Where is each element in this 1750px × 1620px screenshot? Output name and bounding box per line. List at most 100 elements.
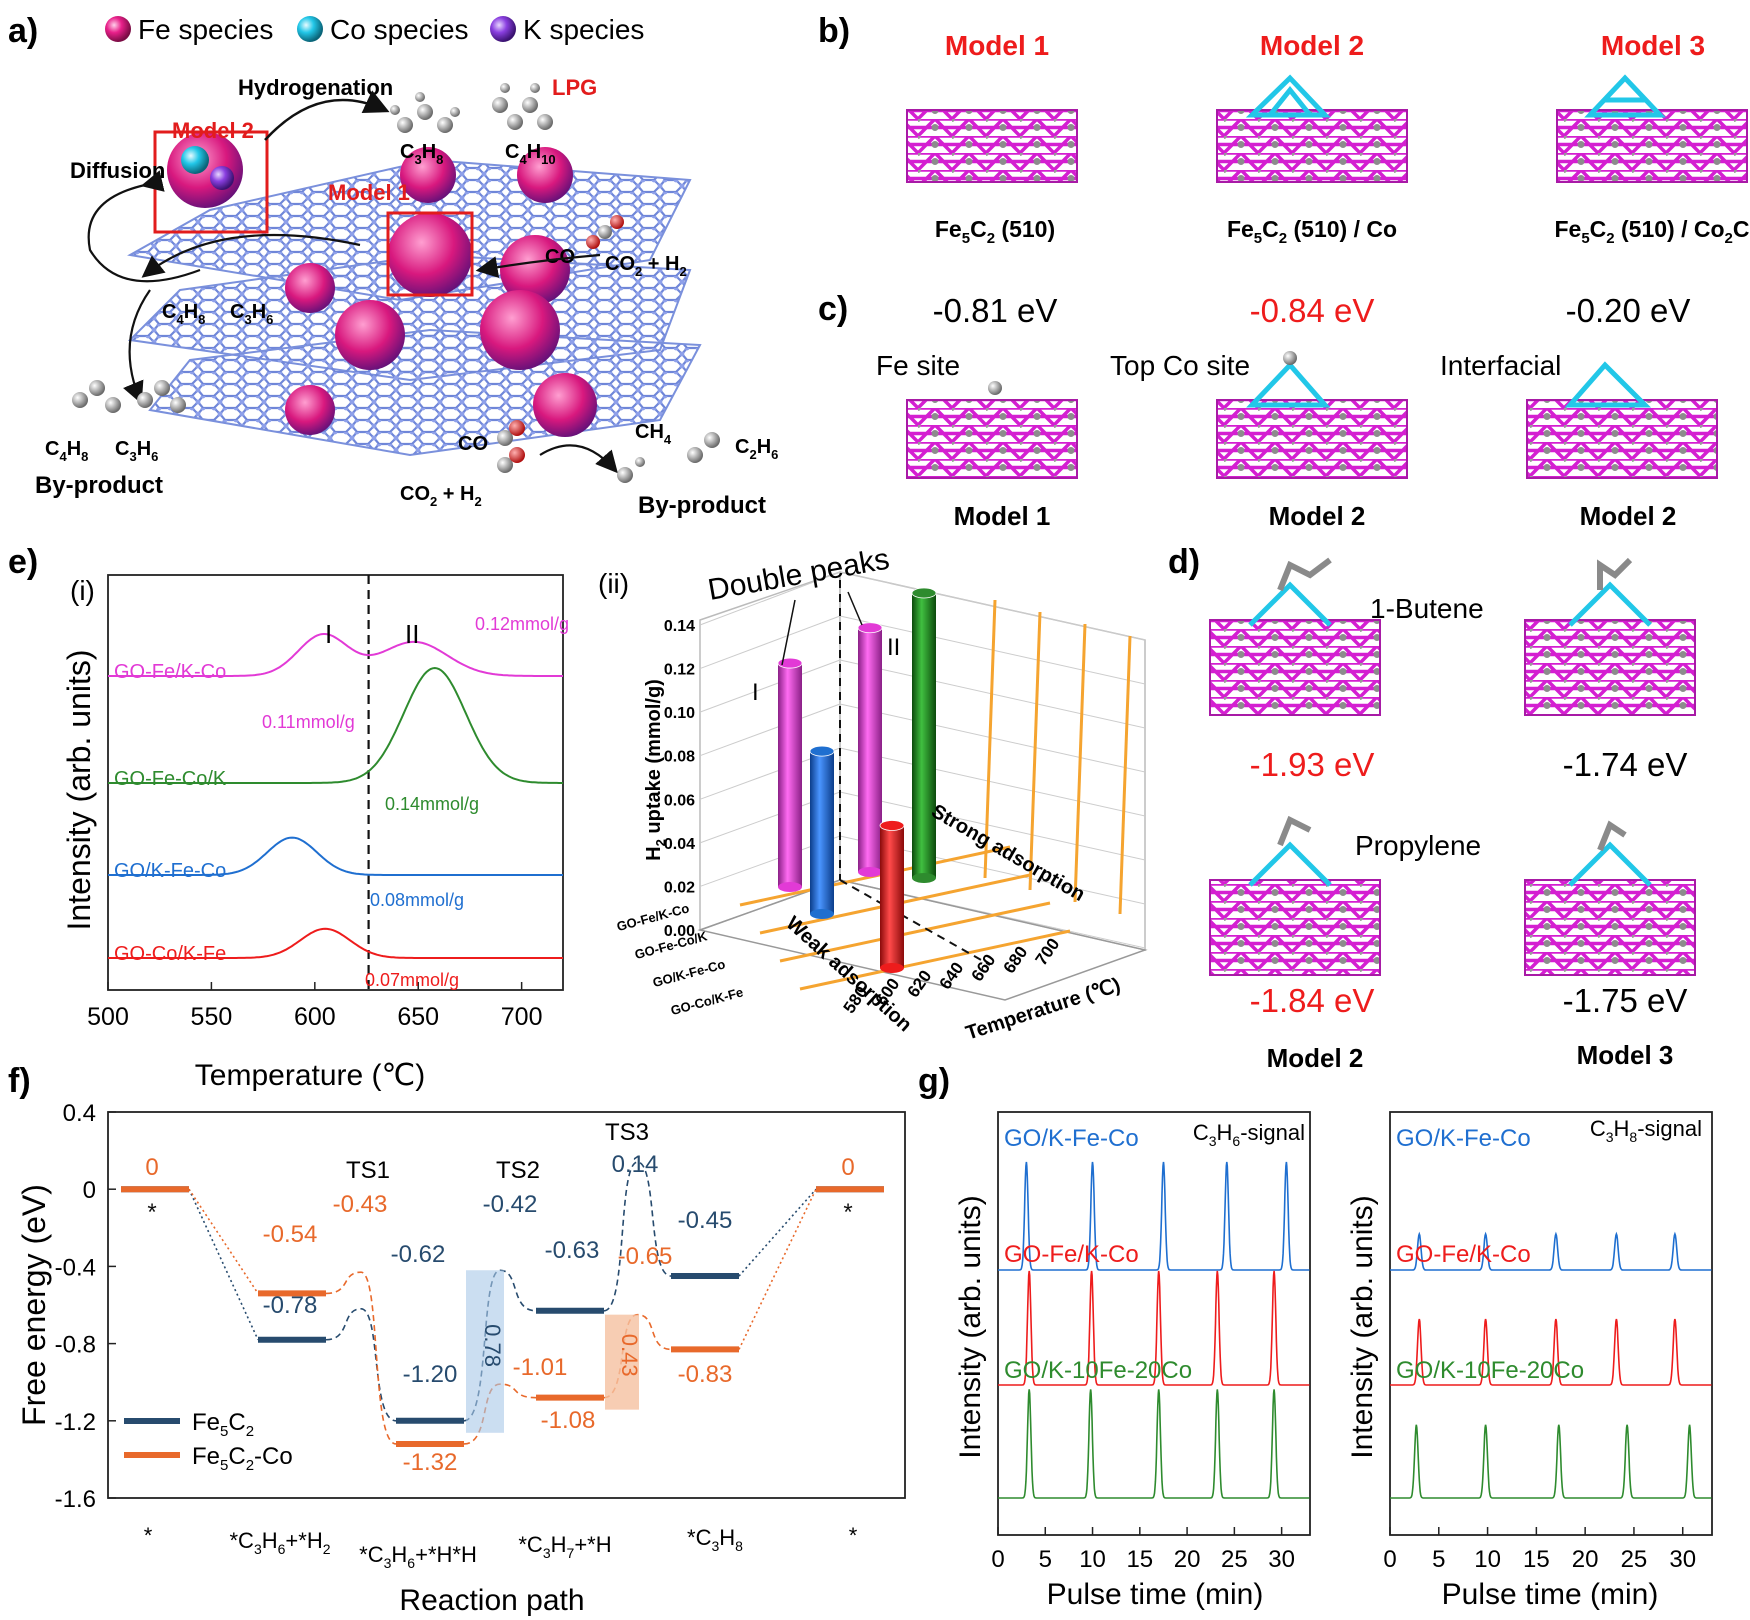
cluster-inner-left — [285, 263, 335, 313]
energy-connector — [603, 1161, 672, 1312]
pulse-x-tick-label: 5 — [1039, 1546, 1052, 1573]
sample-tick-label: GO-Co/K-Fe — [669, 984, 745, 1018]
reaction-step-label: *C3H6+*H*H — [359, 1542, 477, 1571]
pulse-trace — [998, 1270, 1310, 1386]
tpd-series-label: GO/K-Fe-Co — [114, 860, 226, 882]
grid-line-y — [839, 747, 1146, 817]
free-energy-axis-label: Free energy (eV) — [16, 1184, 52, 1426]
h2-uptake-bar-top — [879, 820, 905, 831]
tpd-x-tick-label: 500 — [87, 1003, 129, 1031]
energy-connector — [325, 1308, 397, 1422]
co-species-marker — [297, 16, 323, 42]
tpd-y-axis-label: Intensity (arb. units) — [61, 650, 97, 931]
byproduct-arrow-left — [123, 289, 151, 405]
floor-plane — [697, 879, 1148, 1001]
h2-uptake-bar-base — [810, 909, 834, 919]
panel-e: e) (i) 500 550 600 650 700 GO-Fe/K-Co 0.11mmo… — [8, 543, 1148, 1092]
temp-column-line — [983, 599, 997, 879]
grid-line-y — [839, 571, 1146, 641]
panel-a: a) Fe species Co species K species — [8, 12, 778, 519]
pulse-series-label: GO/K-Fe-Co — [1396, 1125, 1531, 1152]
h2-uptake-tick-label: 0.00 — [664, 923, 695, 940]
co2h2-label-a: CO2 + H2 — [605, 253, 687, 279]
cluster-top-right — [517, 147, 573, 203]
pulse-x-tick-label: 15 — [1126, 1546, 1153, 1573]
pulse-x-tick-label: 0 — [991, 1546, 1004, 1573]
co2-oxygen-atom — [610, 215, 624, 229]
panel-label-g: g) — [918, 1062, 950, 1100]
strong-adsorption-label: Strong adsorption — [928, 800, 1089, 906]
h2-uptake-bar — [912, 593, 936, 878]
co-arrow-label: CO — [545, 246, 575, 268]
tpd-uptake-annotation: 0.11mmol/g — [262, 712, 355, 732]
pulse-x-tick-label: 10 — [1079, 1546, 1106, 1573]
panel-label-f: f) — [8, 1062, 31, 1100]
energy-model1: -0.81 eV — [933, 292, 1058, 329]
energy-y-tick-label: -0.4 — [55, 1254, 96, 1281]
site-top-co: Top Co site — [1110, 350, 1250, 381]
byproduct-left: By-product — [35, 472, 163, 499]
h2-uptake-tick-label: 0.06 — [664, 792, 695, 809]
panel-label-d: d) — [1168, 543, 1200, 581]
grid-line-y — [839, 791, 1146, 861]
transition-state-label: TS3 — [605, 1119, 649, 1146]
temp-column-line — [1028, 611, 1042, 891]
hydrogenation-arrow — [264, 90, 390, 141]
energy-d-4: -1.75 eV — [1563, 982, 1688, 1019]
cluster-bottom-left — [285, 385, 335, 435]
slab-d-model3-propylene — [1524, 879, 1696, 976]
barrier-value-fe5c2: 0.78 — [480, 1324, 505, 1367]
tpd-series-label: GO-Fe-Co/K — [114, 768, 227, 790]
pulse-series-label: GO/K-10Fe-20Co — [1004, 1357, 1192, 1384]
co-carbon-atom — [497, 430, 513, 446]
sub-label-i: (i) — [70, 575, 95, 606]
caption-fe5c2: Fe5C2 (510) — [935, 216, 1055, 247]
pulse-x-tick-label: 0 — [1383, 1546, 1396, 1573]
tpd-x-tick-label: 700 — [501, 1003, 543, 1031]
c3h6-y-axis-label: Intensity (arb. units) — [954, 1195, 987, 1458]
legend-fe: Fe species — [138, 14, 273, 45]
co-overlayer-d1 — [1248, 581, 1332, 627]
h2-uptake-tick-label: 0.12 — [664, 662, 695, 679]
reaction-step-label: *C3H6+*H2 — [229, 1528, 330, 1557]
energy-y-tick-label: -1.6 — [55, 1486, 96, 1513]
adsorbate-top-co — [1283, 351, 1297, 365]
tpd-curve — [108, 836, 563, 876]
model1-box — [386, 211, 474, 297]
propane-molecule — [390, 92, 460, 133]
h2-uptake-bar-top — [911, 587, 937, 599]
panel-g: g) C3H6-signal 0 5 10 15 20 25 30 GO/K-Fe-Co GO-… — [918, 1062, 1713, 1611]
double-peak-pointer-1 — [781, 599, 796, 666]
divider-dashed-floor — [839, 879, 991, 966]
c3h6-label-b: C3H6 — [115, 438, 158, 464]
temp-tick-label-3d: 680 — [1000, 943, 1032, 977]
energy-value-label: -0.78 — [263, 1292, 318, 1319]
co-overlayer-c-model2b — [1564, 361, 1652, 408]
transition-state-label: TS1 — [346, 1157, 390, 1184]
energy-connector — [325, 1271, 397, 1445]
c3h8-pulse-chart: C3H8-signal 0 5 10 15 20 25 30 GO/K-Fe-Co GO-Fe/… — [1346, 1111, 1713, 1611]
butene-adsorbate-b — [1597, 557, 1633, 590]
energy-d-1: -1.93 eV — [1250, 746, 1375, 783]
tpd-x-tick-label: 650 — [397, 1003, 439, 1031]
cluster-lower-right — [480, 290, 560, 370]
co2c-overlayer-model3 — [1584, 74, 1666, 118]
energy-value-label: -1.01 — [513, 1354, 568, 1381]
panel-label-b: b) — [818, 12, 850, 50]
hydrogenation-label: Hydrogenation — [238, 75, 393, 100]
pulse-series-label: GO/K-Fe-Co — [1004, 1125, 1139, 1152]
energy-value-label: 0 — [841, 1154, 854, 1181]
pulse-x-tick-label: 30 — [1669, 1546, 1696, 1573]
site-interfacial: Interfacial — [1440, 350, 1561, 381]
legend-k: K species — [523, 14, 644, 45]
model2-label-a: Model 2 — [172, 118, 254, 143]
peak-i-label: I — [325, 619, 332, 649]
tpd-x-axis-label: Temperature (℃) — [195, 1059, 425, 1092]
co2-carbon-atom-b — [497, 457, 513, 473]
cluster-inner-right — [500, 235, 570, 305]
co-overlayer-d4 — [1568, 841, 1652, 887]
propylene-adsorbate — [1277, 815, 1312, 847]
pulse-x-tick-label: 25 — [1221, 1546, 1248, 1573]
fe-species-marker — [105, 16, 131, 42]
